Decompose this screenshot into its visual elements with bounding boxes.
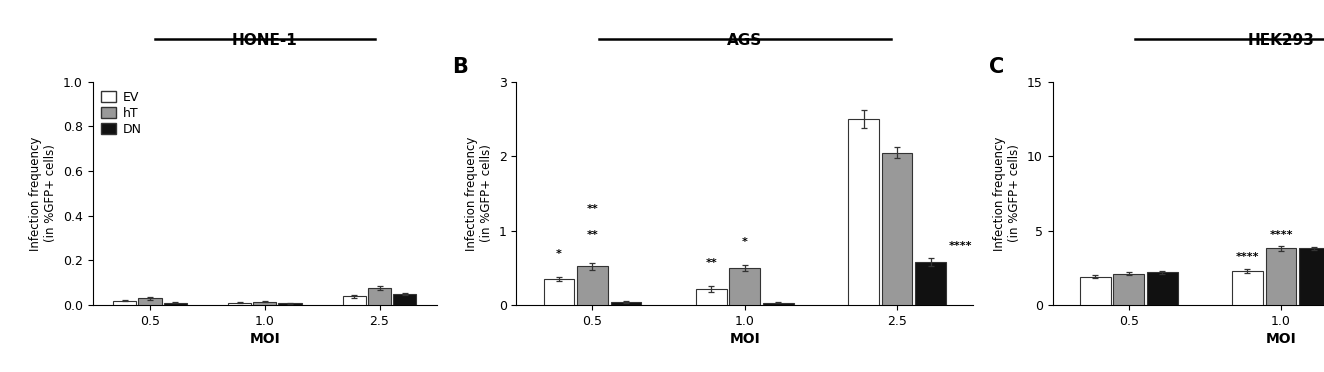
Text: HEK293: HEK293 <box>1247 33 1315 48</box>
Bar <box>1233 271 1263 305</box>
Bar <box>544 279 575 305</box>
Y-axis label: Infection frequency
(in %GFP+ cells): Infection frequency (in %GFP+ cells) <box>29 136 57 251</box>
Bar <box>164 303 187 305</box>
Text: ****: **** <box>1235 252 1259 262</box>
Bar <box>1113 274 1144 305</box>
Bar <box>915 262 945 305</box>
Text: ****: **** <box>949 241 973 251</box>
Bar <box>610 302 641 305</box>
Text: B: B <box>453 57 469 77</box>
Bar <box>849 119 879 305</box>
Text: HONE-1: HONE-1 <box>232 33 298 48</box>
Text: **: ** <box>587 230 598 240</box>
Bar <box>763 303 793 305</box>
Bar <box>139 298 162 305</box>
Y-axis label: Infection frequency
(in %GFP+ cells): Infection frequency (in %GFP+ cells) <box>993 136 1021 251</box>
Text: AGS: AGS <box>727 33 763 48</box>
Bar <box>228 303 252 305</box>
Text: *: * <box>556 249 561 259</box>
Text: **: ** <box>706 258 718 268</box>
Text: *: * <box>741 237 748 247</box>
Text: C: C <box>989 57 1004 77</box>
Bar <box>696 289 727 305</box>
Legend: EV, hT, DN: EV, hT, DN <box>99 88 144 138</box>
Bar <box>577 266 608 305</box>
Bar <box>343 296 365 305</box>
Bar <box>278 303 302 305</box>
X-axis label: MOI: MOI <box>249 332 281 346</box>
Bar <box>1266 248 1296 305</box>
Text: ****: **** <box>1270 230 1292 240</box>
Bar <box>1147 272 1177 305</box>
Y-axis label: Infection frequency
(in %GFP+ cells): Infection frequency (in %GFP+ cells) <box>465 136 493 251</box>
Bar <box>1080 277 1111 305</box>
Bar <box>730 268 760 305</box>
Bar <box>113 301 136 305</box>
Bar <box>882 153 912 305</box>
Bar <box>393 294 417 305</box>
X-axis label: MOI: MOI <box>730 332 760 346</box>
Text: **: ** <box>587 203 598 214</box>
Bar <box>1299 248 1324 305</box>
Bar <box>253 302 277 305</box>
Bar <box>368 288 391 305</box>
X-axis label: MOI: MOI <box>1266 332 1296 346</box>
